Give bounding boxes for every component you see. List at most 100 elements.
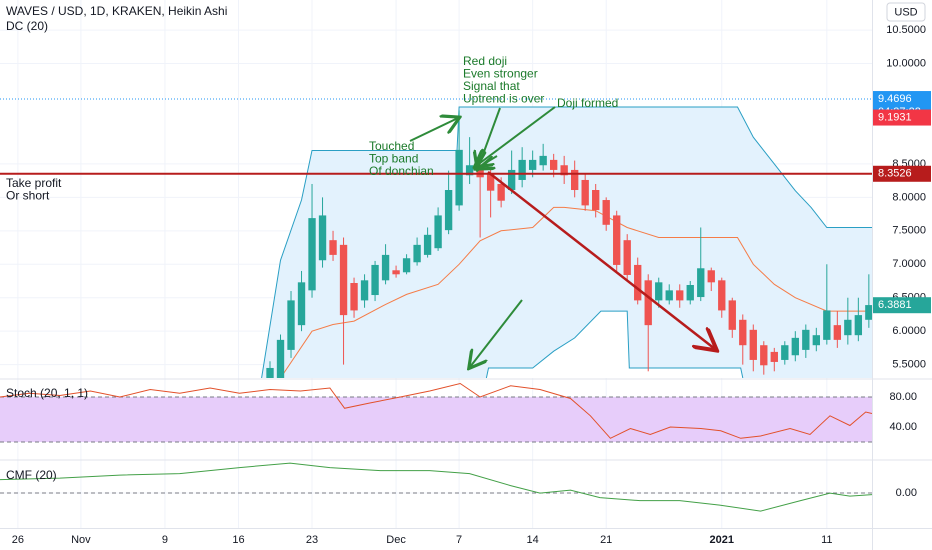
candle-body: [728, 300, 736, 330]
candle-body: [465, 165, 474, 176]
candle-body: [350, 282, 358, 311]
price-tag: [873, 297, 931, 314]
x-tick-label: 11: [821, 534, 832, 546]
price-tag-label: 8.3526: [878, 168, 912, 180]
y-tick-label: 7.0000: [892, 258, 926, 270]
x-tick-label: 14: [527, 534, 539, 546]
indicator-line: [0, 462, 872, 512]
candle-body: [749, 329, 757, 360]
annotation: Uptrend is over: [463, 92, 544, 106]
annotation: Doji formed: [557, 96, 618, 110]
candle-body: [655, 282, 663, 301]
candle-body: [455, 149, 463, 206]
candle-body: [276, 339, 285, 378]
price-tag: [873, 109, 931, 126]
annotation: Signal that: [463, 79, 520, 93]
candle-body: [318, 215, 327, 261]
candle-body: [718, 280, 726, 311]
annotation: Of donchian: [369, 164, 434, 178]
candle-body: [360, 280, 369, 301]
channel-fill: [261, 107, 872, 378]
y-tick-label: 0.00: [896, 487, 917, 499]
candle-body: [760, 345, 768, 366]
candle-body: [381, 254, 390, 281]
indicator-label: DC (20): [6, 19, 48, 33]
candle-body: [434, 215, 442, 249]
candle-body: [676, 290, 684, 301]
candle-body: [707, 270, 715, 283]
y-tick-label: 6.0000: [892, 325, 926, 337]
y-tick-label: 10.0000: [886, 57, 926, 69]
candle-body: [392, 270, 400, 275]
price-tag-label: 6.3881: [878, 299, 912, 311]
y-tick-label: 40.00: [889, 421, 917, 433]
price-pane: [261, 106, 872, 378]
currency-button[interactable]: [886, 2, 926, 22]
candle-body: [371, 264, 379, 296]
x-tick-label: 9: [162, 534, 168, 546]
candle-body: [297, 282, 306, 326]
x-tick-label: 2021: [710, 534, 734, 546]
candle-body: [444, 190, 453, 231]
x-tick-label: 16: [232, 534, 244, 546]
candle-body: [812, 335, 820, 346]
annotation: Touched: [369, 139, 414, 153]
drawings: [409, 106, 715, 367]
x-tick-label: Nov: [71, 534, 91, 546]
candle-body: [539, 155, 547, 166]
annotation: Red doji: [463, 54, 507, 68]
arrow: [477, 156, 498, 168]
channel-line: [261, 106, 872, 378]
candle-body: [581, 179, 589, 206]
pane-title: Stoch (20, 1, 1): [6, 386, 88, 400]
candle-body: [644, 280, 652, 326]
stoch-pane: [0, 382, 872, 443]
y-tick-label: 7.5000: [892, 225, 926, 237]
candle-body: [592, 190, 600, 211]
pane-title: CMF (20): [6, 468, 57, 482]
candle-body: [287, 300, 295, 350]
candle-body: [802, 329, 810, 350]
cmf-pane: [0, 462, 872, 512]
annotation: Top band: [369, 152, 418, 166]
candle-body: [697, 268, 705, 298]
candle-body: [686, 285, 694, 301]
x-tick-label: Dec: [386, 534, 406, 546]
channel-line: [485, 310, 744, 378]
candle-body: [781, 345, 789, 360]
candle-body: [413, 244, 421, 263]
x-tick-label: 7: [456, 534, 462, 546]
y-tick-label: 80.00: [889, 391, 917, 403]
candle-body: [518, 159, 526, 180]
candle-body: [486, 173, 495, 191]
candle-body: [823, 310, 831, 340]
x-tick-label: 21: [600, 534, 612, 546]
channel-mask: [486, 311, 743, 378]
candle-body: [308, 218, 316, 291]
candle-body: [339, 244, 348, 316]
y-tick-label: 8.0000: [892, 191, 926, 203]
price-tag-label: 9.4696: [878, 93, 912, 105]
channel-line: [280, 206, 872, 378]
candle-body: [549, 159, 558, 170]
price-tag: [873, 165, 931, 182]
candle-body: [854, 315, 863, 336]
candle-body: [833, 325, 842, 340]
candle-body: [507, 169, 516, 191]
candle-body: [634, 264, 642, 301]
candle-body: [770, 351, 778, 362]
candle-body: [497, 183, 505, 201]
candle-body: [423, 234, 432, 255]
chart-title: WAVES / USD, 1D, KRAKEN, Heikin Ashi: [6, 4, 227, 18]
candle-body: [739, 319, 747, 346]
candle-body: [602, 200, 610, 225]
candle-body: [560, 165, 568, 176]
candle-body: [844, 319, 852, 336]
candle-body: [623, 240, 631, 275]
x-tick-label: 26: [12, 534, 24, 546]
candle-body: [266, 367, 274, 378]
arrow: [470, 299, 523, 367]
y-tick-label: 5.5000: [892, 359, 926, 371]
